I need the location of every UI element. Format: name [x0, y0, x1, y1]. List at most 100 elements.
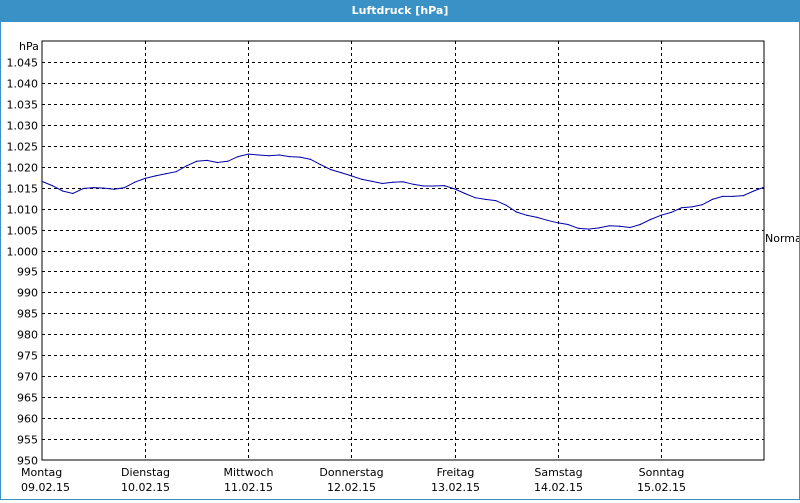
y-tick-label: 1.030 — [7, 120, 39, 133]
y-tick-label: 980 — [17, 329, 38, 342]
data-point — [62, 190, 64, 192]
data-point — [629, 226, 631, 229]
data-point — [216, 161, 218, 164]
data-point — [330, 169, 332, 171]
x-tick-date: 12.02.15 — [327, 481, 376, 494]
data-point — [464, 192, 466, 195]
data-point — [41, 180, 43, 182]
reference-label: Normal — [765, 232, 799, 245]
data-point — [753, 190, 755, 192]
data-point — [732, 195, 734, 197]
y-tick-label: 950 — [17, 455, 38, 468]
data-point — [113, 188, 115, 190]
data-point — [443, 185, 445, 187]
data-point — [278, 154, 280, 156]
data-point — [288, 156, 291, 158]
x-tick-day: Samstag — [534, 466, 582, 479]
data-point — [51, 185, 53, 187]
window-title: Luftdruck [hPa] — [0, 0, 800, 22]
data-point — [350, 175, 352, 177]
y-tick-label: 1.035 — [7, 99, 39, 112]
data-point — [608, 225, 610, 227]
data-point — [680, 207, 683, 209]
y-axis-unit: hPa — [19, 40, 39, 53]
data-point — [237, 156, 239, 158]
chart-area: hPa 1.045 1.040 1.035 1.030 1.025 1.020 1.015 1… — [0, 22, 800, 500]
data-point — [762, 187, 764, 189]
plot-frame — [41, 40, 765, 461]
x-tick-day: Mittwoch — [224, 466, 274, 479]
y-axis: hPa 1.045 1.040 1.035 1.030 1.025 1.020 1.015 1… — [7, 40, 39, 468]
y-tick-label: 955 — [17, 434, 38, 447]
data-point — [454, 188, 456, 190]
y-tick-label: 1.040 — [7, 78, 39, 91]
y-tick-label: 1.005 — [7, 225, 39, 238]
pressure-line — [41, 153, 764, 230]
data-point — [93, 187, 95, 189]
data-point — [154, 175, 157, 177]
data-point — [722, 195, 724, 197]
x-tick-date: 15.02.15 — [637, 481, 686, 494]
x-tick-date: 14.02.15 — [534, 481, 583, 494]
y-tick-label: 1.010 — [7, 204, 39, 217]
data-point — [196, 160, 198, 162]
y-tick-label: 985 — [17, 308, 38, 321]
x-tick-day: Montag — [21, 466, 62, 479]
data-point — [649, 218, 652, 221]
x-tick-day: Donnerstag — [319, 466, 383, 479]
data-point — [515, 211, 518, 213]
data-point — [72, 192, 74, 195]
data-point — [711, 198, 714, 200]
data-point — [691, 206, 693, 208]
data-point — [134, 181, 136, 183]
data-point — [206, 159, 208, 161]
y-tick-label: 970 — [17, 371, 38, 384]
data-point — [82, 187, 84, 190]
x-tick-date: 11.02.15 — [224, 481, 273, 494]
data-point — [340, 172, 342, 174]
x-axis: Montag 09.02.15 Dienstag 10.02.15 Mittwoch 11… — [21, 466, 686, 494]
series — [41, 153, 764, 230]
data-point — [144, 177, 146, 179]
grid — [41, 40, 765, 461]
data-point — [546, 219, 549, 221]
data-point — [299, 156, 301, 158]
data-point — [381, 182, 383, 185]
x-tick-date: 09.02.15 — [21, 481, 70, 494]
x-tick-day: Freitag — [437, 466, 475, 479]
y-tick-label: 975 — [17, 350, 38, 363]
data-point — [433, 185, 435, 187]
data-point — [247, 153, 249, 155]
data-point — [577, 227, 579, 229]
data-point — [309, 158, 311, 160]
data-point — [319, 164, 322, 166]
data-point — [639, 223, 641, 226]
data-point — [567, 223, 569, 226]
data-point — [536, 216, 538, 218]
data-point — [258, 154, 260, 156]
data-point — [557, 222, 559, 224]
y-tick-label: 1.020 — [7, 162, 39, 175]
y-tick-label: 1.025 — [7, 141, 39, 154]
data-point — [670, 211, 672, 213]
data-point — [371, 180, 373, 182]
data-point — [619, 225, 621, 227]
data-point — [227, 160, 229, 162]
data-point — [165, 173, 167, 175]
y-tick-label: 995 — [17, 266, 38, 279]
data-point — [701, 204, 703, 206]
data-point — [588, 228, 590, 230]
y-tick-label: 1.015 — [7, 183, 39, 196]
y-tick-label: 1.045 — [7, 57, 39, 70]
y-tick-label: 1.000 — [7, 246, 39, 259]
data-point — [526, 214, 528, 216]
x-tick-day: Dienstag — [121, 466, 170, 479]
reference: Normal — [765, 232, 800, 245]
pressure-chart: hPa 1.045 1.040 1.035 1.030 1.025 1.020 1.015 1… — [7, 40, 800, 494]
data-point — [742, 195, 745, 197]
data-point — [598, 227, 600, 229]
data-point — [412, 183, 414, 185]
data-point — [123, 187, 126, 189]
data-point — [660, 214, 662, 216]
